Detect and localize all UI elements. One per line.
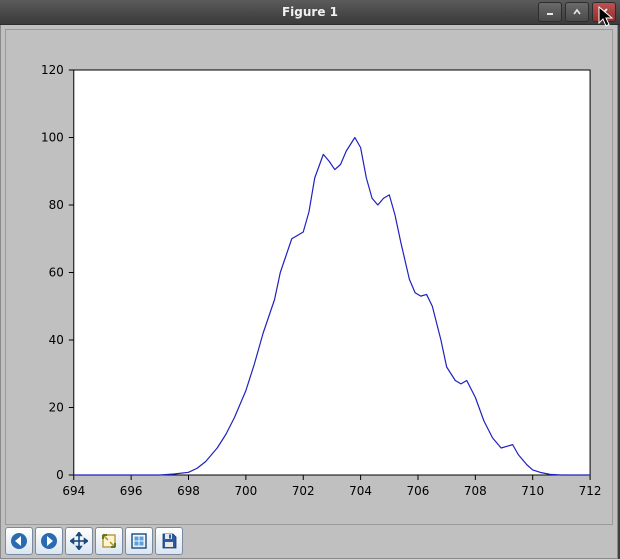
client-area: 694 696 698 700 702 704 706 708 710 712 0 20 40 60 80 1… bbox=[0, 25, 618, 559]
ytick-label: 0 bbox=[56, 468, 64, 482]
window-title: Figure 1 bbox=[0, 5, 620, 19]
ytick-label: 20 bbox=[49, 400, 64, 414]
ytick-label: 40 bbox=[49, 333, 64, 347]
xtick-label: 694 bbox=[62, 484, 85, 498]
pan-button[interactable] bbox=[65, 527, 93, 555]
window-buttons bbox=[538, 2, 616, 22]
subplots-icon bbox=[130, 532, 148, 550]
xtick-label: 702 bbox=[292, 484, 315, 498]
minimize-button[interactable] bbox=[538, 2, 562, 22]
minimize-icon bbox=[545, 7, 555, 17]
arrow-left-icon bbox=[10, 532, 28, 550]
arrow-right-icon bbox=[40, 532, 58, 550]
floppy-icon bbox=[160, 532, 178, 550]
matplotlib-toolbar bbox=[3, 526, 185, 556]
xtick-label: 712 bbox=[579, 484, 602, 498]
ytick-label: 100 bbox=[41, 130, 64, 144]
nav-forward-button[interactable] bbox=[35, 527, 63, 555]
ytick-label: 80 bbox=[49, 198, 64, 212]
maximize-icon bbox=[572, 7, 582, 17]
figure-canvas: 694 696 698 700 702 704 706 708 710 712 0 20 40 60 80 1… bbox=[5, 29, 613, 525]
titlebar: Figure 1 bbox=[0, 0, 620, 25]
plot-svg: 694 696 698 700 702 704 706 708 710 712 0 20 40 60 80 1… bbox=[6, 30, 612, 524]
ytick-label: 120 bbox=[41, 63, 64, 77]
close-button[interactable] bbox=[592, 2, 616, 22]
nav-back-button[interactable] bbox=[5, 527, 33, 555]
zoom-rect-icon bbox=[100, 532, 118, 550]
xtick-label: 700 bbox=[234, 484, 257, 498]
ytick-label: 60 bbox=[49, 265, 64, 279]
xtick-label: 706 bbox=[407, 484, 430, 498]
subplots-button[interactable] bbox=[125, 527, 153, 555]
maximize-button[interactable] bbox=[565, 2, 589, 22]
save-button[interactable] bbox=[155, 527, 183, 555]
move-icon bbox=[70, 532, 88, 550]
zoom-button[interactable] bbox=[95, 527, 123, 555]
xtick-label: 698 bbox=[177, 484, 200, 498]
xtick-label: 696 bbox=[120, 484, 143, 498]
xtick-label: 708 bbox=[464, 484, 487, 498]
close-icon bbox=[599, 7, 609, 17]
xtick-label: 710 bbox=[521, 484, 544, 498]
xtick-label: 704 bbox=[349, 484, 372, 498]
